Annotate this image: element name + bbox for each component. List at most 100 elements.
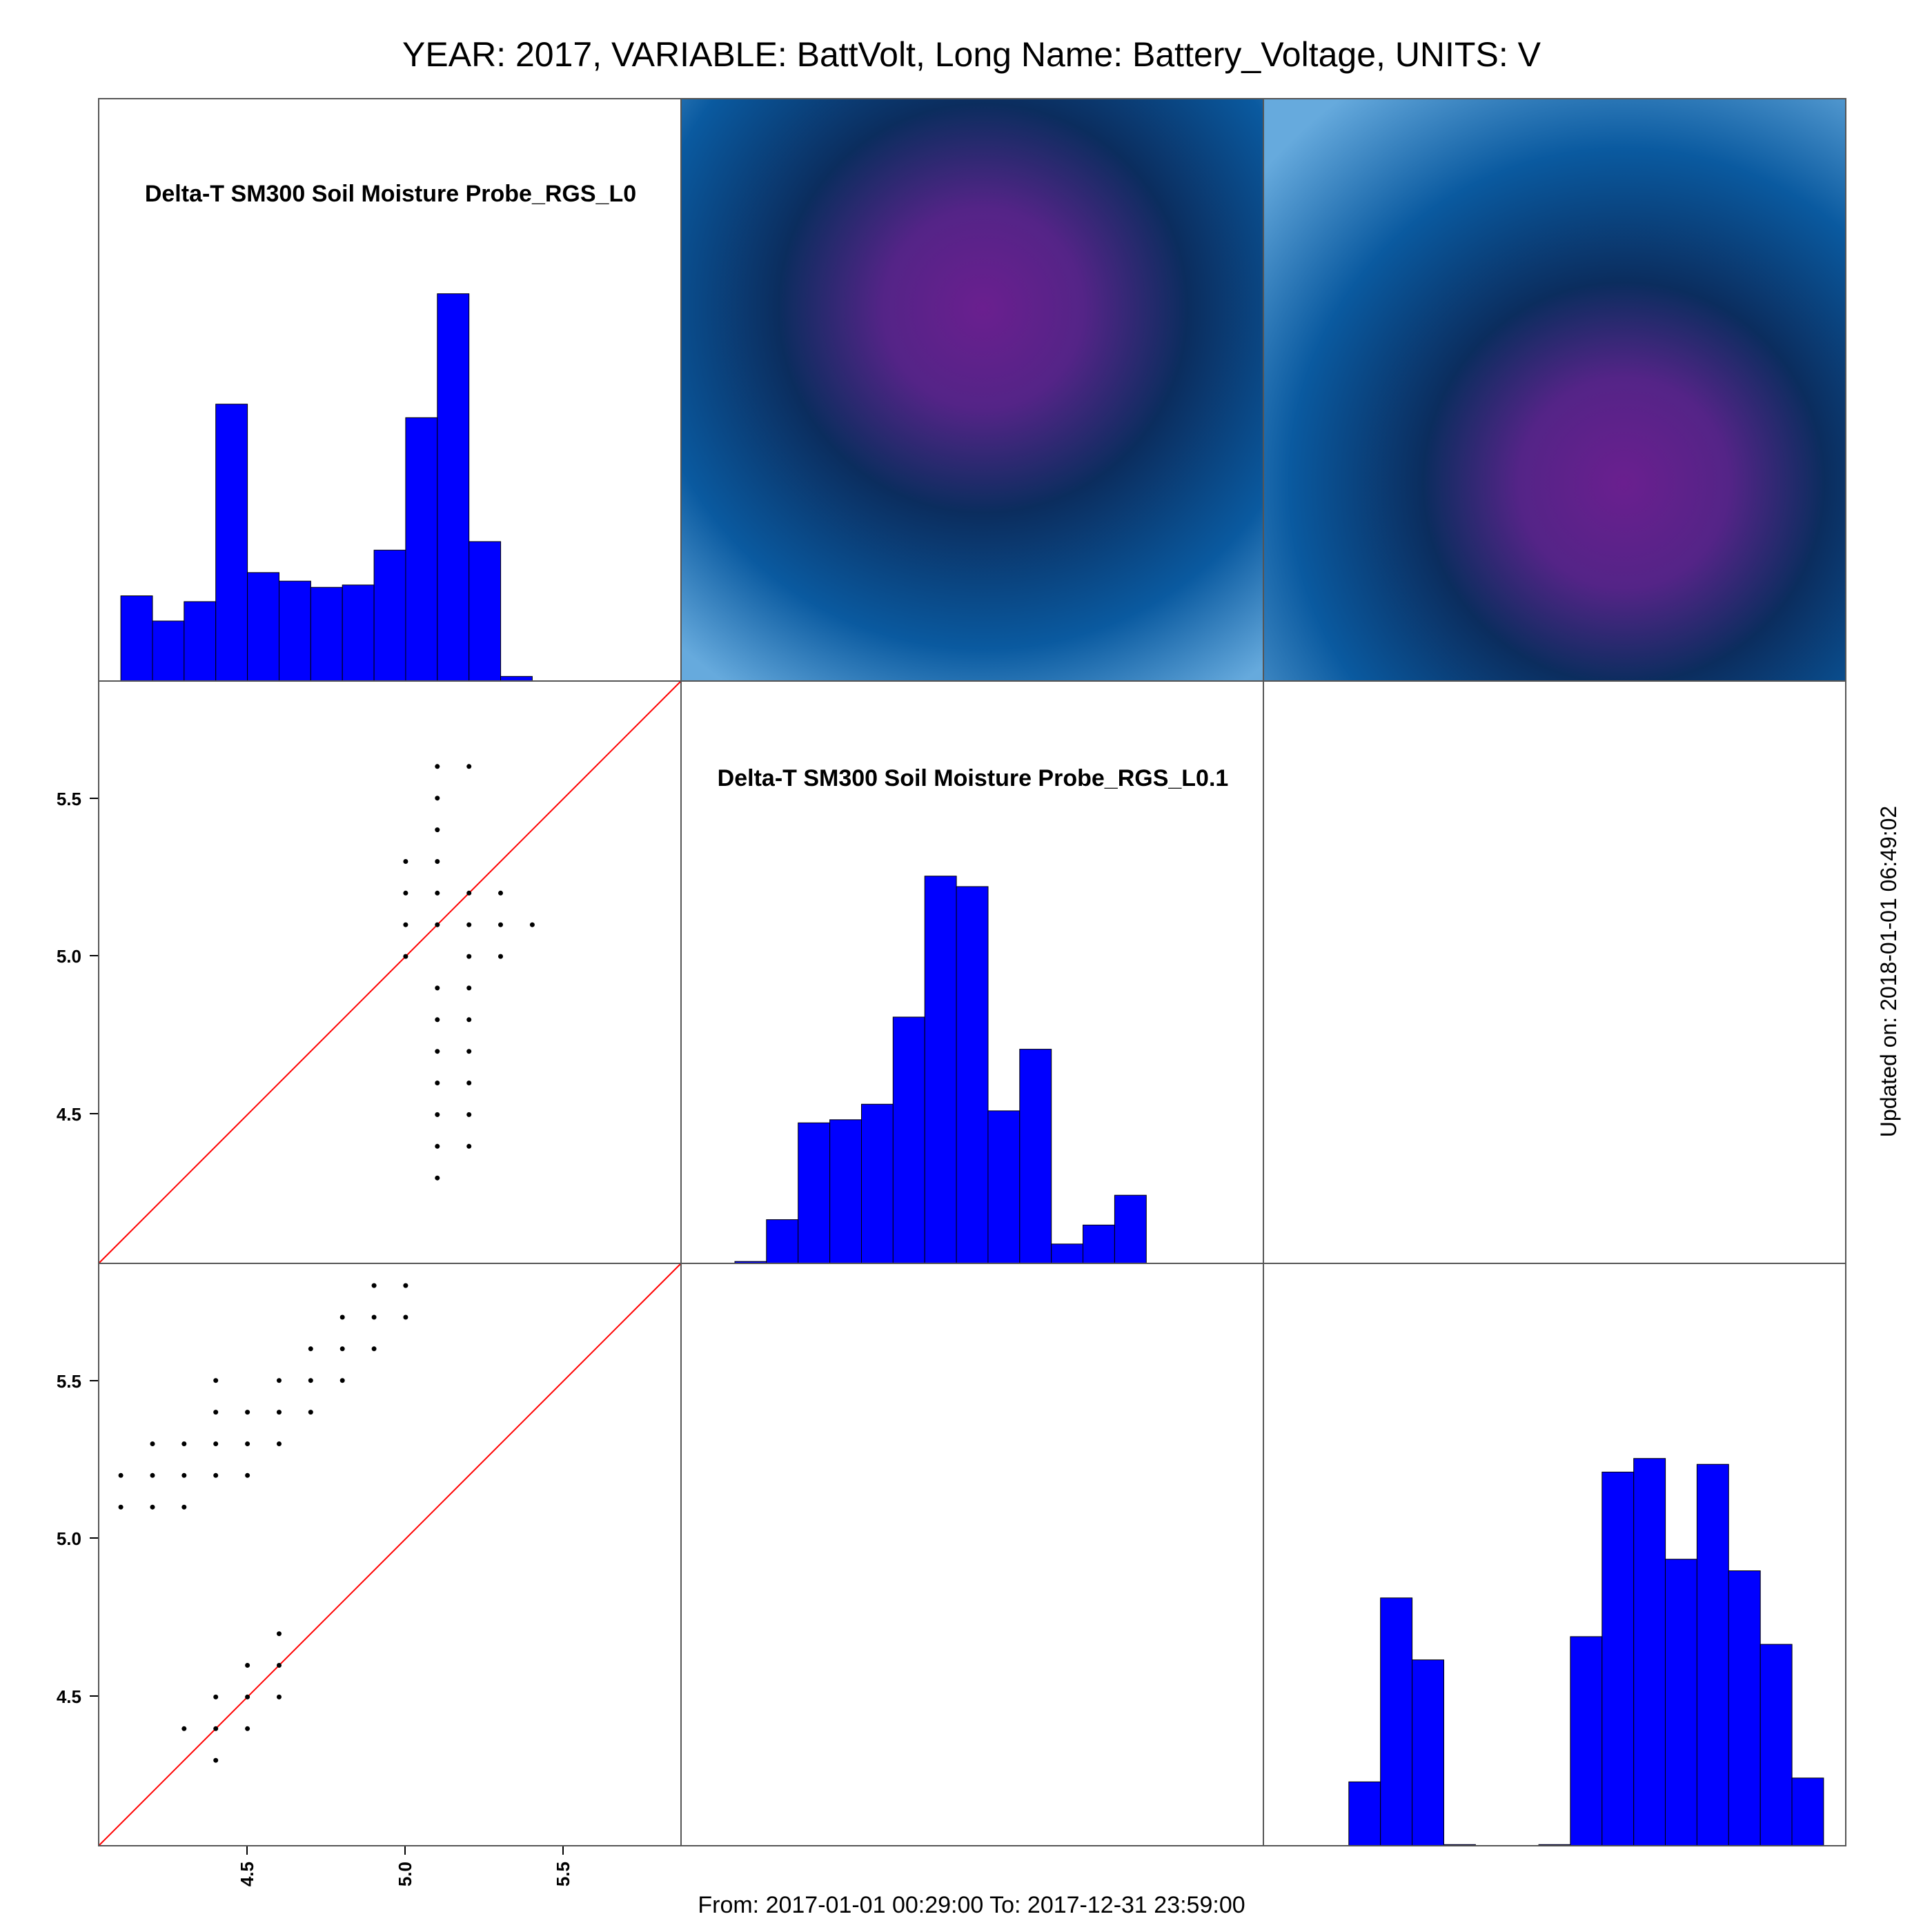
histogram-3-bar <box>1728 1570 1761 1846</box>
y-tick-label-row2-4.5: 4.5 <box>57 1104 81 1125</box>
histogram-1-bar <box>342 584 375 682</box>
panel-2-3 <box>1263 680 1846 1264</box>
scatter-point <box>245 1663 250 1668</box>
scatter-point <box>339 1314 345 1320</box>
scatter-point <box>466 922 472 927</box>
histogram-2-bar <box>924 876 957 1264</box>
histogram-1-bar <box>500 676 533 682</box>
scatter-var-1-vs-var-2 <box>98 680 682 1264</box>
scatter-point <box>245 1410 250 1415</box>
scatter-point <box>466 764 472 769</box>
scatter-point <box>277 1694 282 1699</box>
scatter-point <box>277 1663 282 1668</box>
updated-timestamp: Updated on: 2018-01-01 06:49:02 <box>1876 806 1901 1137</box>
scatter-point <box>308 1378 313 1383</box>
histogram-3-bar <box>1412 1659 1444 1846</box>
scatter-point <box>245 1726 250 1731</box>
scatter-point <box>213 1726 219 1731</box>
scatter-point <box>277 1410 282 1415</box>
scatter-point <box>213 1378 219 1383</box>
y-tick-label-row3-5.5: 5.5 <box>57 1371 81 1392</box>
histogram-2-bar <box>829 1119 862 1264</box>
identity-line-2-1 <box>98 680 682 1264</box>
scatter-point <box>403 922 408 927</box>
scatter-point <box>308 1346 313 1352</box>
scatter-point <box>150 1504 155 1510</box>
y-tick-label-row3-5.0: 5.0 <box>57 1528 81 1549</box>
histogram-1-bar <box>373 549 406 682</box>
histogram-3-bar <box>1601 1471 1635 1846</box>
scatter-point <box>371 1314 377 1320</box>
histogram-2-bar <box>892 1016 925 1264</box>
scatter-point <box>213 1441 219 1446</box>
scatter-var-1-vs-var-3 <box>98 1263 682 1846</box>
histogram-1-bar <box>247 572 280 682</box>
scatter-point <box>245 1694 250 1699</box>
scatter-point <box>435 1049 440 1054</box>
scatter-point <box>466 954 472 959</box>
histogram-var-3 <box>1348 1458 1824 1846</box>
scatter-point <box>435 1017 440 1023</box>
histogram-2-bar <box>1114 1194 1147 1264</box>
scatter-point <box>339 1378 345 1383</box>
scatter-point <box>466 890 472 896</box>
scatter-point <box>435 1175 440 1181</box>
panel-title-var-2: Delta-T SM300 Soil Moisture Probe_RGS_L0… <box>718 765 1229 791</box>
x-tick-label-5.0: 5.0 <box>395 1862 415 1886</box>
identity-line-3-1 <box>98 1263 682 1846</box>
y-tick-label-row2-5.5: 5.5 <box>57 789 81 809</box>
histogram-3-bar <box>1696 1463 1729 1846</box>
scatter-point <box>466 1081 472 1085</box>
y-tick-label-row2-5.0: 5.0 <box>57 946 81 967</box>
scatter-point <box>435 985 440 991</box>
histogram-1-bar <box>184 601 217 682</box>
scatter-point <box>435 922 440 927</box>
scatter-point <box>435 1143 440 1149</box>
scatter-point <box>498 890 503 896</box>
scatter-point <box>466 1143 472 1149</box>
histogram-1-bar <box>279 580 311 682</box>
scatter-point <box>466 1017 472 1023</box>
correlation-tile-1-2 <box>680 99 1263 681</box>
scatter-point <box>181 1472 187 1478</box>
scatter-point <box>466 1112 472 1117</box>
scatter-point <box>308 1410 313 1415</box>
panel-3-2 <box>680 1263 1264 1846</box>
scatter-point <box>277 1441 282 1446</box>
histogram-var-1 <box>120 293 533 682</box>
scatter-point <box>277 1378 282 1383</box>
scatter-point <box>181 1441 187 1446</box>
panel-title-var-3-clip: Vegetronix THERM200 Soil Moisture Probe_… <box>1264 1350 1844 1376</box>
histogram-2-bar <box>798 1122 831 1264</box>
histogram-2-bar <box>956 886 989 1264</box>
panel-title-var-1: Delta-T SM300 Soil Moisture Probe_RGS_L0 <box>145 181 636 207</box>
histogram-2-bar <box>861 1103 894 1264</box>
scatter-point <box>213 1694 219 1699</box>
y-axis-row-3: 5.5 5.0 4.5 <box>57 1371 99 1707</box>
scatter-point <box>403 1314 408 1320</box>
scatter-point <box>403 1283 408 1288</box>
scatter-point <box>403 954 408 959</box>
scatter-point <box>435 827 440 833</box>
scatter-point <box>435 764 440 769</box>
scatter-point <box>181 1504 187 1510</box>
scatter-point <box>245 1441 250 1446</box>
histogram-1-bar <box>469 541 502 682</box>
histogram-2-bar <box>1083 1224 1115 1264</box>
scatter-point <box>435 1081 440 1085</box>
scatter-point <box>435 859 440 864</box>
date-range-footer: From: 2017-01-01 00:29:00 To: 2017-12-31… <box>698 1892 1245 1918</box>
histogram-3-bar <box>1348 1781 1381 1846</box>
scatter-point <box>339 1346 345 1352</box>
histogram-var-2 <box>734 876 1147 1264</box>
scatter-point <box>213 1410 219 1415</box>
histogram-1-bar <box>152 620 185 682</box>
scatter-point <box>277 1631 282 1637</box>
panel-3-3 <box>1263 1263 1846 1846</box>
x-tick-label-5.5: 5.5 <box>553 1862 573 1886</box>
scatter-point <box>371 1283 377 1288</box>
scatter-point <box>150 1472 155 1478</box>
histogram-3-bar <box>1380 1597 1413 1846</box>
x-tick-label-4.5: 4.5 <box>237 1862 257 1886</box>
